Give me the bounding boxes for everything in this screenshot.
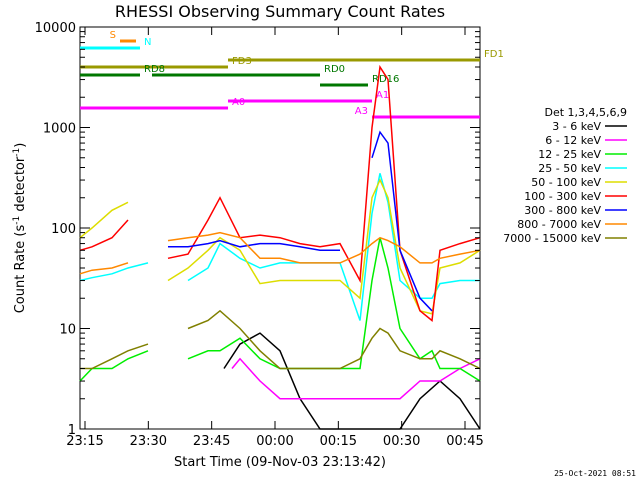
chart-title: RHESSI Observing Summary Count Rates xyxy=(115,2,445,21)
flag-label: FD3 xyxy=(232,56,252,67)
y-tick-label: 1 xyxy=(68,423,76,438)
y-tick-label: 10 xyxy=(59,323,76,338)
series-line xyxy=(79,231,481,275)
x-tick-label: 23:15 xyxy=(66,434,103,449)
series-line xyxy=(231,357,481,400)
legend-label: 3 - 6 keV xyxy=(552,120,601,133)
y-tick-label: 10000 xyxy=(35,21,76,36)
flag-label: FD1 xyxy=(484,49,504,60)
series-line xyxy=(79,237,481,382)
flag-label: RD8 xyxy=(144,64,165,75)
footer-timestamp: 25-Oct-2021 08:51 xyxy=(554,469,636,478)
x-tick-label: 00:00 xyxy=(256,434,293,449)
legend-label: 25 - 50 keV xyxy=(538,162,601,175)
flag-label: A3 xyxy=(355,106,368,117)
legend-label: 12 - 25 keV xyxy=(538,148,601,161)
x-axis-label: Start Time (09-Nov-03 23:13:42) xyxy=(174,455,386,470)
flag-label: S xyxy=(110,30,116,41)
axis-ticks: 1 10 100 1000 10000 23:15 23:30 23:45 00:00 00:15… xyxy=(35,21,484,449)
series-lines xyxy=(79,64,481,430)
flag-label: RD16 xyxy=(372,74,399,85)
series-line xyxy=(79,64,481,322)
flag-label: RD0 xyxy=(324,64,345,75)
y-tick-label: 100 xyxy=(51,222,76,237)
legend-label: 300 - 800 keV xyxy=(524,204,601,217)
y-tick-label: 1000 xyxy=(43,122,76,137)
x-tick-label: 00:45 xyxy=(446,434,483,449)
y-axis-label: Count Rate (s-1 detector-1) xyxy=(12,143,28,314)
series-line xyxy=(223,332,481,430)
series-line xyxy=(168,130,433,312)
legend-label: 6 - 12 keV xyxy=(545,134,601,147)
legend-label: 800 - 7000 keV xyxy=(517,218,601,231)
x-tick-label: 00:30 xyxy=(383,434,420,449)
x-tick-label: 23:30 xyxy=(130,434,167,449)
flag-label: A1 xyxy=(376,90,389,101)
legend-header: Det 1,3,4,5,6,9 xyxy=(544,106,627,119)
legend-label: 7000 - 15000 keV xyxy=(503,232,601,245)
x-tick-label: 23:45 xyxy=(193,434,230,449)
x-tick-label: 00:15 xyxy=(320,434,357,449)
flag-bars: SNFD1FD3RD0RD8RD16A0A1A3 xyxy=(80,30,504,119)
series-line xyxy=(80,309,481,370)
legend-label: 100 - 300 keV xyxy=(524,190,601,203)
series-line xyxy=(79,173,480,321)
flag-label: N xyxy=(144,37,151,48)
series-line xyxy=(79,178,481,315)
legend-label: 50 - 100 keV xyxy=(531,176,601,189)
